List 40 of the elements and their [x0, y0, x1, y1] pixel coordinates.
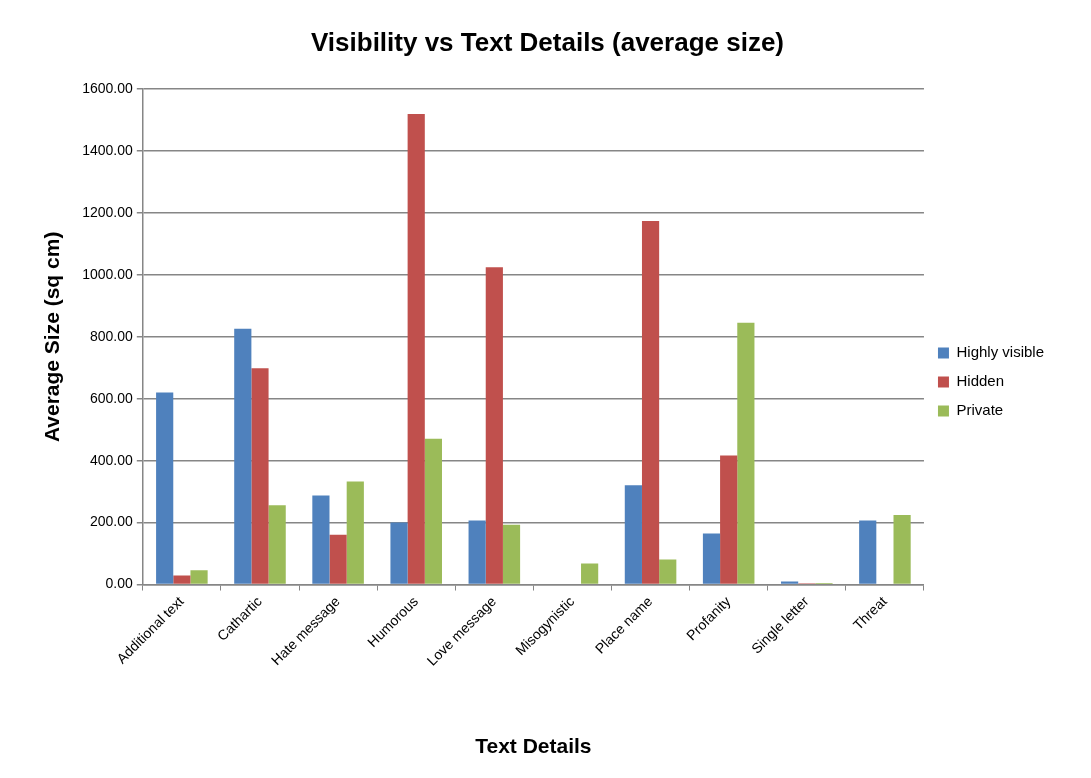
bar	[190, 570, 208, 584]
bar	[641, 221, 660, 584]
bar	[312, 495, 330, 584]
bar	[859, 520, 877, 584]
y-tick-label: 600.00	[89, 389, 134, 406]
bar	[624, 485, 642, 584]
bar	[893, 514, 911, 584]
legend-label: Hidden	[956, 372, 1005, 390]
bar	[390, 522, 408, 584]
bar	[234, 328, 252, 584]
y-tick-label: 1000.00	[82, 265, 134, 282]
y-tick-label: 400.00	[89, 451, 134, 468]
bar	[581, 563, 599, 584]
legend-label: Highly visible	[956, 343, 1045, 361]
bar	[781, 581, 799, 584]
bar	[173, 575, 191, 584]
y-tick-label: 1400.00	[82, 141, 134, 158]
y-tick-label: 1200.00	[82, 203, 134, 220]
bar	[329, 534, 347, 584]
bar	[702, 533, 721, 584]
bar	[737, 322, 755, 584]
bar	[424, 438, 442, 584]
y-tick-label: 0.00	[105, 575, 134, 592]
x-axis-title: Text Details	[475, 734, 592, 758]
bar	[251, 368, 269, 584]
y-axis-title: Average Size (sq cm)	[40, 231, 64, 443]
chart-title: Visibility vs Text Details (average size)	[310, 26, 785, 57]
bar	[268, 505, 286, 584]
bar	[468, 520, 486, 584]
y-tick-label: 200.00	[89, 513, 134, 530]
bar	[502, 524, 521, 584]
bar	[485, 267, 503, 584]
bar	[659, 559, 677, 584]
legend-label: Private	[956, 401, 1004, 419]
y-tick-label: 1600.00	[82, 80, 134, 97]
y-tick-label: 800.00	[89, 327, 134, 344]
bar	[407, 113, 425, 584]
bar	[720, 455, 738, 584]
bar	[156, 392, 174, 584]
bar	[346, 481, 364, 584]
